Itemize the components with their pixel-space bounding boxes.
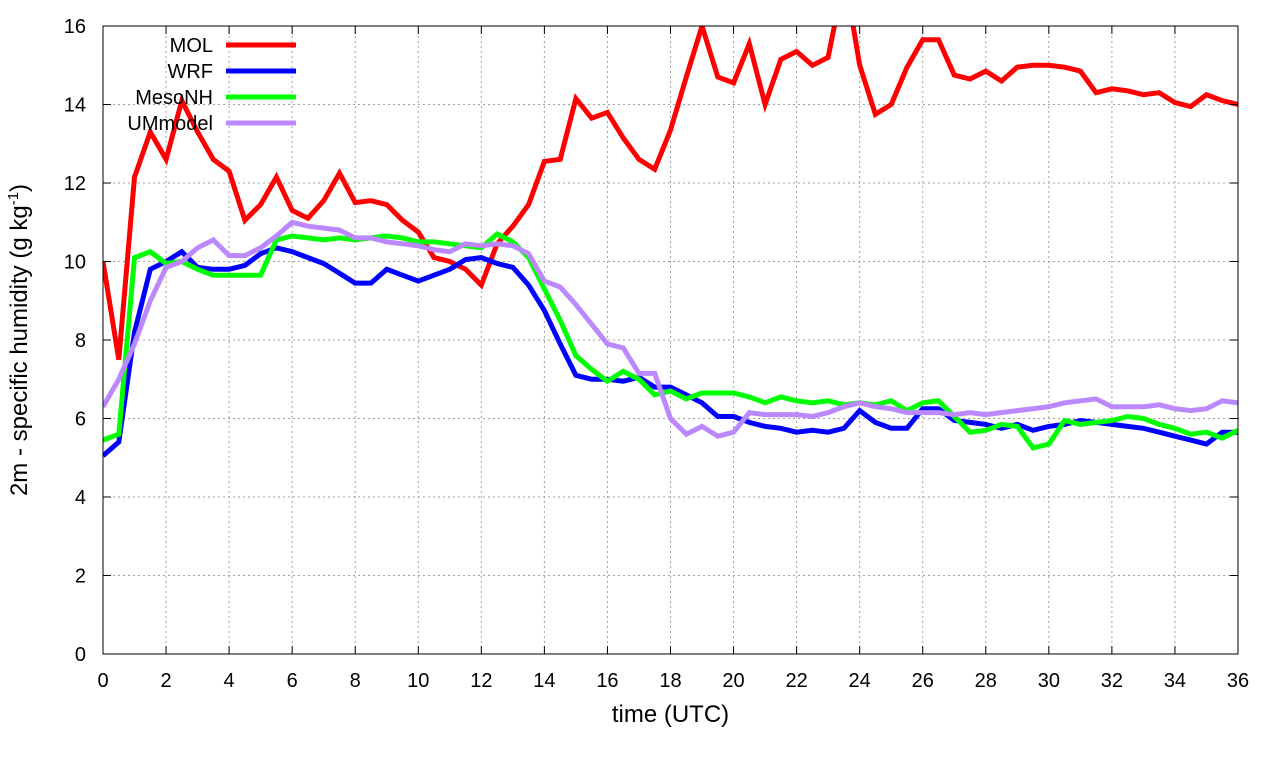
x-tick-label: 4 [224,670,235,692]
x-tick-label: 0 [97,670,108,692]
y-axis-label: 2m - specific humidity (g kg-1) [5,184,33,496]
x-tick-label: 16 [596,670,618,692]
x-tick-label: 28 [975,670,997,692]
series-line-mol [103,26,1238,360]
x-tick-label: 14 [533,670,555,692]
series-line-wrf [103,245,1238,458]
legend: MOL WRF MesoNH UMmodel [127,35,296,135]
y-axis-label-close: ) [6,184,33,192]
x-tick-label: 20 [722,670,744,692]
legend-label-wrf: WRF [167,61,213,83]
x-tick-label: 12 [470,670,492,692]
x-tick-label: 8 [350,670,361,692]
x-tick-label: 32 [1101,670,1123,692]
y-tick-label: 0 [75,644,86,666]
axis-ticks [102,25,1239,655]
y-tick-labels: 0 2 4 6 8 10 12 14 16 [64,16,86,666]
y-tick-label: 8 [75,330,86,352]
y-axis-label-superscript: -1 [5,192,22,205]
y-tick-label: 16 [64,16,86,38]
x-tick-label: 2 [160,670,171,692]
y-tick-label: 14 [64,95,86,117]
y-tick-label: 2 [75,566,86,588]
x-tick-label: 22 [785,670,807,692]
x-tick-label: 30 [1038,670,1060,692]
y-tick-label: 12 [64,173,86,195]
legend-label-mesonh: MesoNH [135,87,213,109]
x-tick-label: 10 [407,670,429,692]
series-lines [103,26,1238,458]
legend-label-mol: MOL [170,35,213,57]
x-tick-label: 24 [849,670,871,692]
x-tick-label: 34 [1164,670,1186,692]
x-tick-label: 36 [1227,670,1249,692]
x-tick-labels: 0 2 4 6 8 10 12 14 16 18 20 22 24 26 28 30 32 34 36 [97,670,1249,692]
series-line-ummodel [103,219,1238,439]
y-tick-label: 6 [75,409,86,431]
x-tick-label: 18 [659,670,681,692]
grid [103,26,1238,654]
legend-label-ummodel: UMmodel [127,113,213,135]
x-tick-label: 6 [287,670,298,692]
series-clip-group [103,26,1238,458]
x-tick-label: 26 [912,670,934,692]
y-tick-label: 10 [64,252,86,274]
y-axis-label-main: 2m - specific humidity (g kg [6,205,33,496]
series-line-mesonh [103,231,1238,451]
x-axis-label: time (UTC) [612,701,729,728]
y-tick-label: 4 [75,487,86,509]
